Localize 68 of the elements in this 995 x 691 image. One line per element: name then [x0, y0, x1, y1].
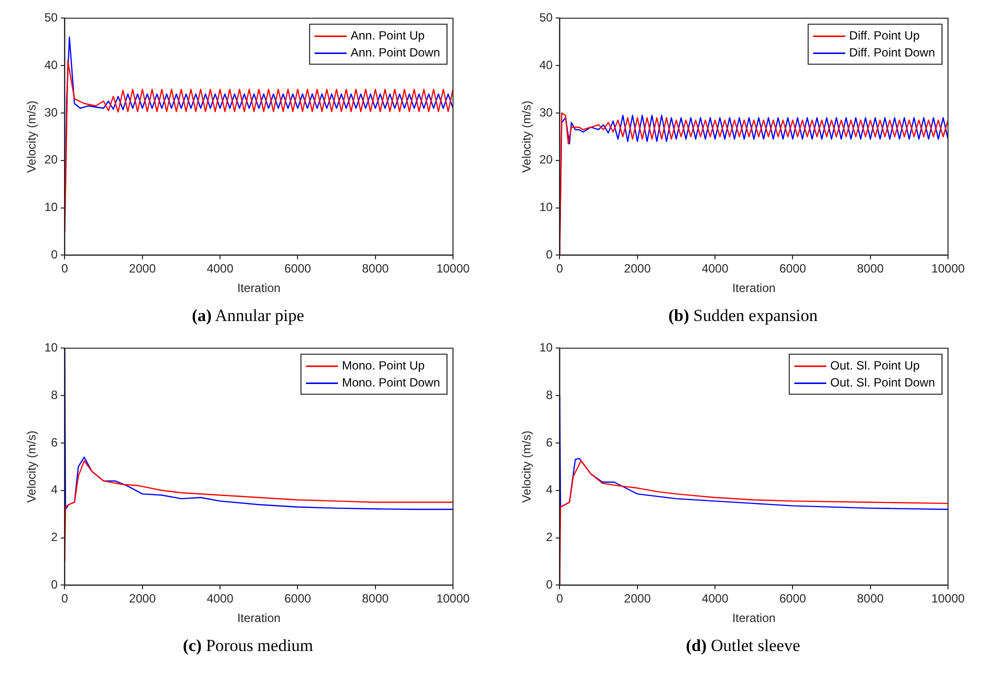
- x-tick-label: 6000: [284, 262, 312, 276]
- y-tick-label: 10: [539, 340, 554, 355]
- x-tick-label: 8000: [362, 592, 390, 606]
- legend-label: Out. Sl. Point Up: [830, 358, 920, 373]
- y-tick-label: 4: [51, 482, 58, 497]
- y-tick-label: 0: [546, 248, 554, 262]
- y-tick-label: 20: [539, 152, 554, 167]
- legend-label: Diff. Point Down: [849, 46, 936, 60]
- y-tick-label: 30: [539, 105, 554, 120]
- legend-label: Mono. Point Up: [342, 358, 425, 373]
- y-tick-label: 50: [44, 10, 58, 25]
- x-tick-label: 0: [556, 592, 564, 606]
- x-tick-label: 10000: [931, 262, 966, 276]
- x-axis-title: Iteration: [732, 611, 776, 626]
- y-tick-label: 0: [51, 248, 58, 262]
- text: (b) Sudden expansion: [668, 306, 818, 326]
- y-axis-title: Velocity (m/s): [24, 100, 39, 173]
- y-tick-label: 10: [539, 200, 554, 214]
- x-tick-label: 0: [61, 262, 68, 276]
- y-tick-label: 4: [546, 482, 554, 497]
- x-tick-label: 4000: [206, 262, 234, 276]
- legend-label: Out. Sl. Point Down: [830, 376, 936, 390]
- x-tick-label: 4000: [702, 262, 729, 276]
- x-axis-title: Iteration: [237, 611, 281, 626]
- x-tick-label: 6000: [284, 592, 312, 606]
- x-tick-label: 2000: [129, 592, 156, 606]
- x-tick-label: 10000: [436, 592, 470, 606]
- legend-label: Diff. Point Up: [849, 28, 920, 43]
- x-tick-label: 6000: [779, 592, 806, 606]
- x-tick-label: 0: [61, 592, 68, 606]
- y-tick-label: 40: [539, 58, 554, 72]
- y-tick-label: 50: [539, 10, 554, 25]
- y-tick-label: 0: [546, 578, 554, 592]
- legend-label: Ann. Point Down: [350, 46, 440, 60]
- y-tick-label: 10: [44, 200, 58, 214]
- y-tick-label: 40: [44, 58, 58, 72]
- y-tick-label: 8: [51, 388, 58, 402]
- y-axis-title: Velocity (m/s): [24, 430, 39, 503]
- x-axis-title: Iteration: [237, 281, 281, 296]
- y-tick-label: 30: [44, 105, 58, 120]
- x-tick-label: 2000: [624, 592, 652, 606]
- x-tick-label: 10000: [931, 592, 966, 606]
- y-tick-label: 6: [546, 435, 554, 450]
- y-axis-title: Velocity (m/s): [520, 430, 534, 503]
- x-tick-label: 4000: [206, 592, 234, 606]
- y-tick-label: 20: [44, 152, 58, 167]
- legend-label: Mono. Point Down: [342, 376, 440, 390]
- y-axis-title: Velocity (m/s): [520, 100, 534, 173]
- x-tick-label: 0: [556, 262, 564, 276]
- y-tick-label: 10: [44, 340, 58, 355]
- y-tick-label: 2: [546, 530, 554, 544]
- x-axis-title: Iteration: [732, 281, 776, 296]
- x-tick-label: 2000: [624, 262, 652, 276]
- y-tick-label: 6: [51, 435, 58, 450]
- x-tick-label: 8000: [857, 262, 884, 276]
- text: (d) Outlet sleeve: [686, 636, 800, 656]
- x-tick-label: 4000: [702, 592, 729, 606]
- y-tick-label: 8: [546, 388, 554, 402]
- y-tick-label: 0: [51, 578, 58, 592]
- legend-label: Ann. Point Up: [350, 28, 425, 43]
- y-tick-label: 2: [51, 530, 58, 544]
- text: (a) Annular pipe: [192, 306, 304, 326]
- x-tick-label: 8000: [362, 262, 390, 276]
- x-tick-label: 2000: [129, 262, 156, 276]
- x-tick-label: 8000: [857, 592, 884, 606]
- x-tick-label: 10000: [436, 262, 470, 276]
- x-tick-label: 6000: [779, 262, 806, 276]
- text: (c) Porous medium: [182, 636, 314, 656]
